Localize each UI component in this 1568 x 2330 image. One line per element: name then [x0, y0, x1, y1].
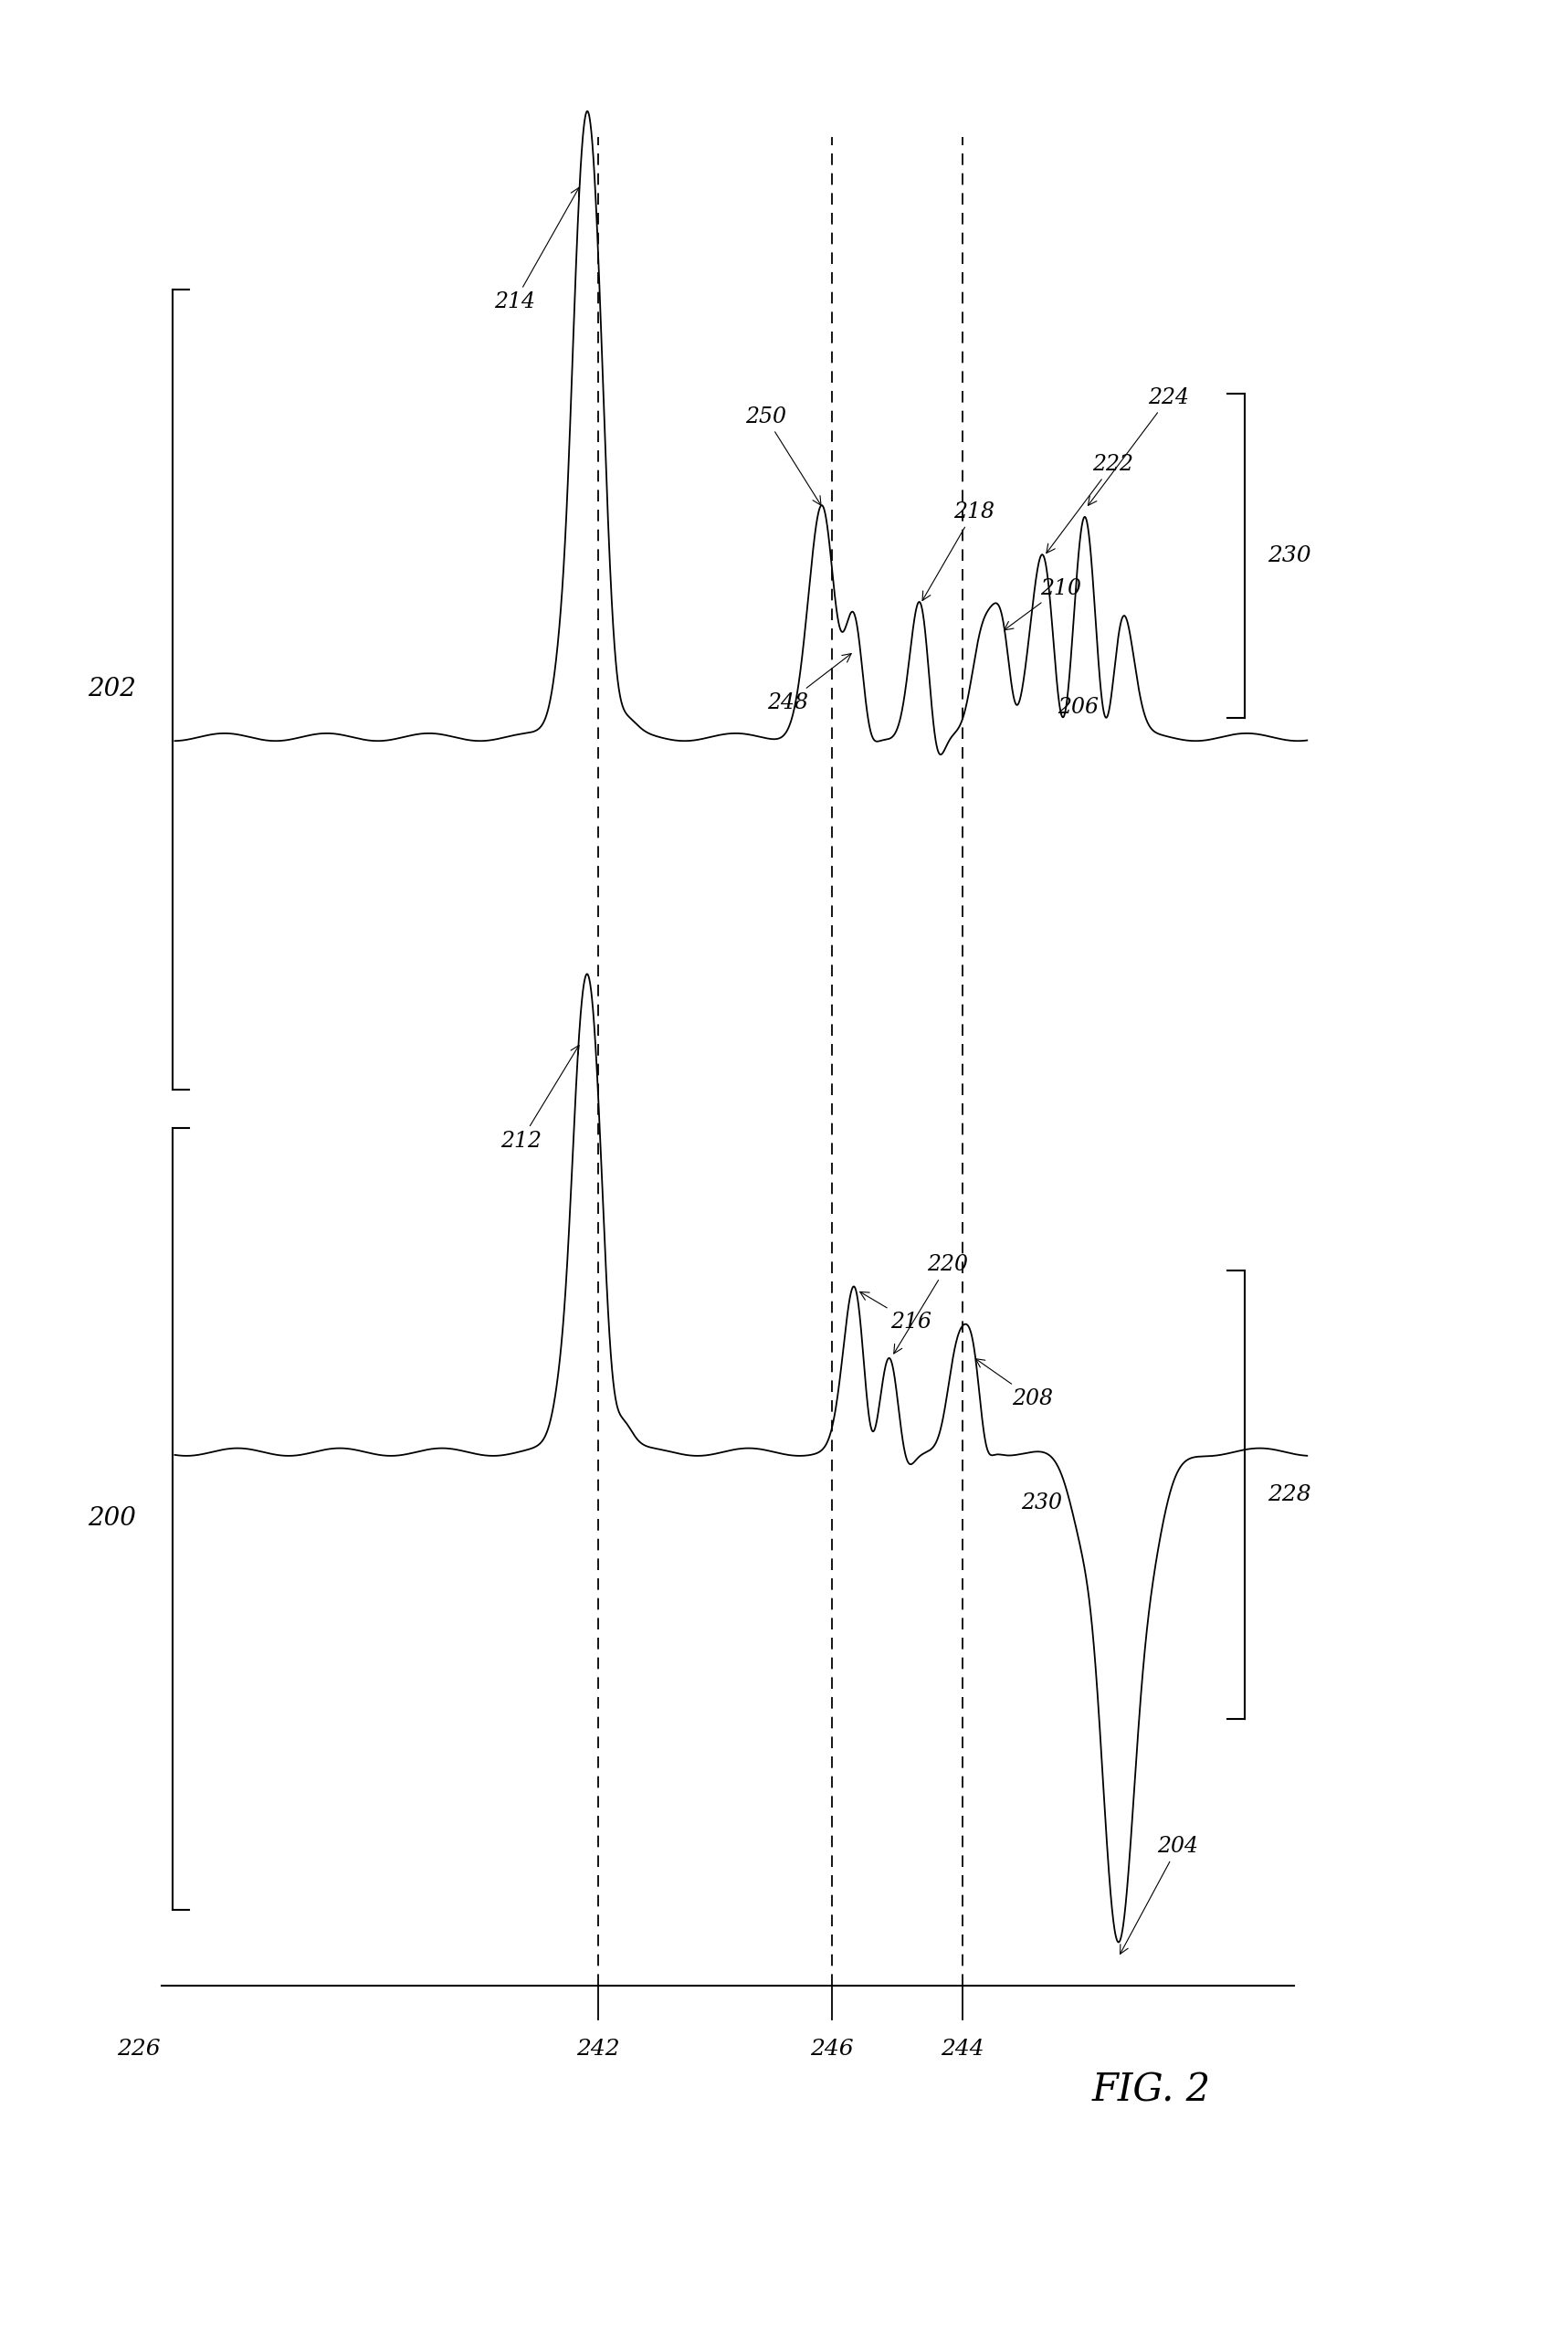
Text: 218: 218: [922, 501, 994, 601]
Text: 248: 248: [767, 655, 851, 713]
Text: 244: 244: [941, 2039, 985, 2060]
Text: 220: 220: [894, 1254, 967, 1354]
Text: 230: 230: [1021, 1494, 1062, 1514]
Text: 208: 208: [975, 1358, 1052, 1410]
Text: 212: 212: [500, 1046, 579, 1151]
Text: 250: 250: [745, 405, 822, 506]
Text: 206: 206: [1057, 697, 1098, 718]
Text: 228: 228: [1269, 1484, 1311, 1505]
Text: 204: 204: [1120, 1836, 1198, 1955]
Text: 242: 242: [575, 2039, 619, 2060]
Text: 200: 200: [88, 1508, 136, 1531]
Text: FIG. 2: FIG. 2: [1091, 2071, 1210, 2111]
Text: 214: 214: [494, 186, 579, 312]
Text: 246: 246: [811, 2039, 855, 2060]
Text: 226: 226: [116, 2039, 160, 2060]
Text: 216: 216: [859, 1291, 931, 1333]
Text: 202: 202: [88, 678, 136, 701]
Text: 224: 224: [1088, 387, 1190, 506]
Text: 230: 230: [1269, 545, 1311, 566]
Text: 222: 222: [1046, 454, 1134, 552]
Text: 210: 210: [1004, 578, 1082, 629]
